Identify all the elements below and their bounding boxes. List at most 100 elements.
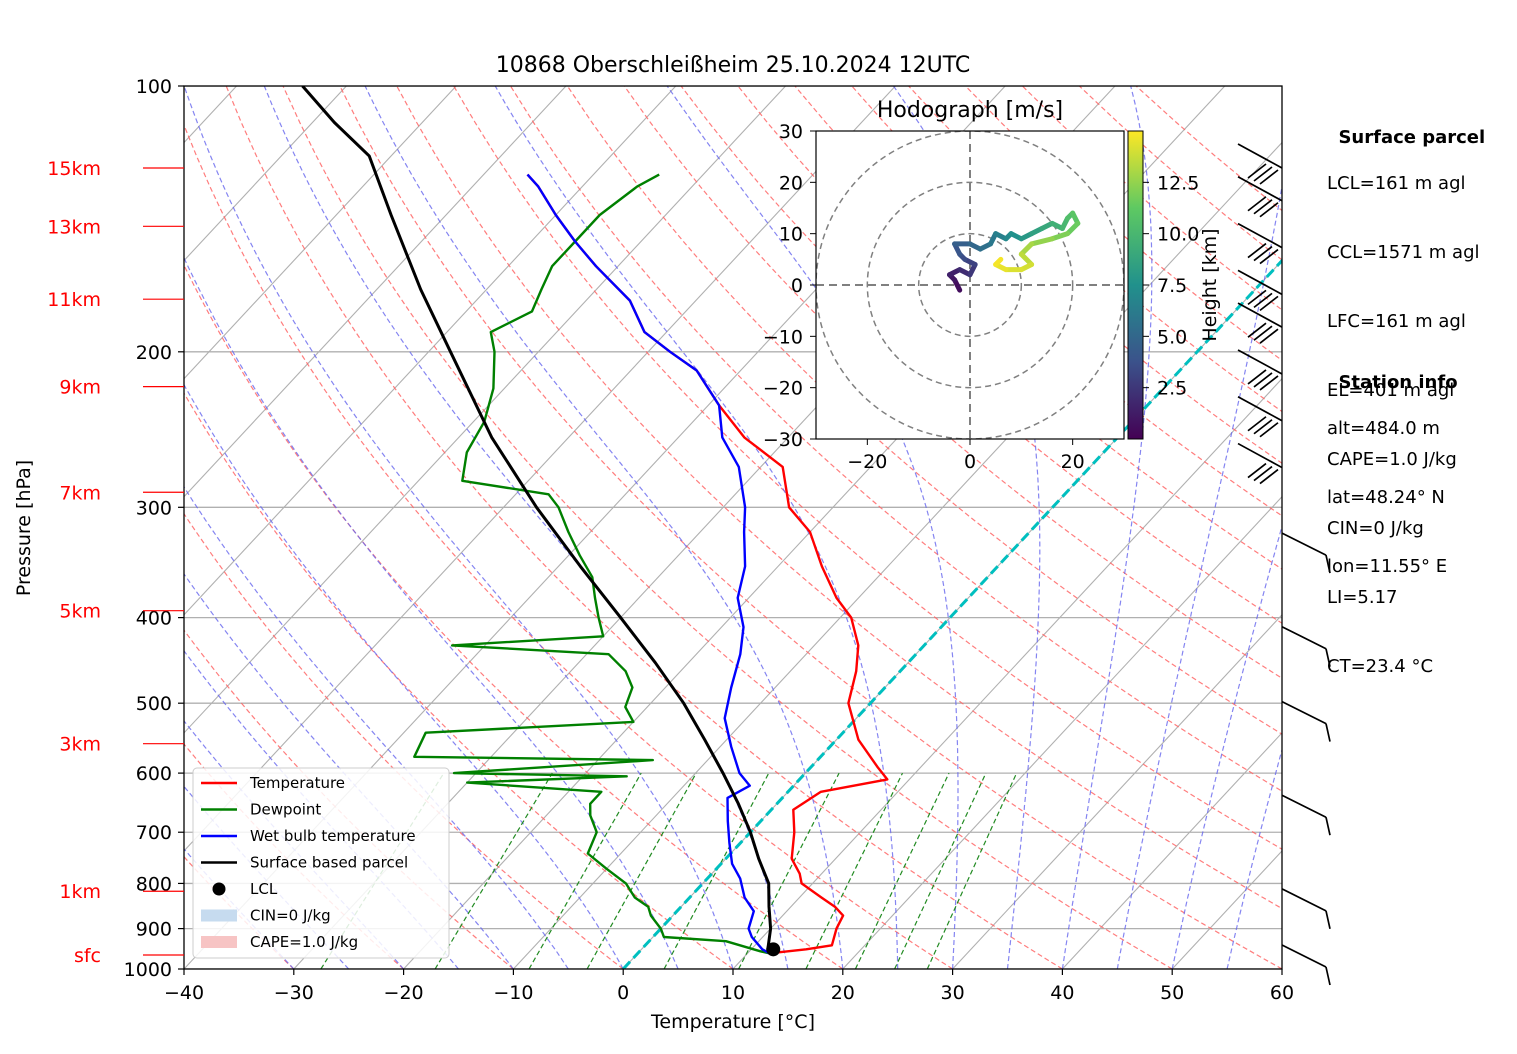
x-tick-label: 20 [831, 982, 855, 1004]
isotherm-line [184, 86, 567, 498]
zero-isotherm [622, 258, 1282, 969]
wind-barb-flag [1259, 422, 1279, 438]
legend-swatch [212, 882, 226, 896]
wind-barb-staff [1237, 143, 1283, 169]
wind-barb-flag [1253, 199, 1273, 215]
x-tick-label: −10 [493, 982, 533, 1004]
y-tick-label: 300 [136, 497, 172, 519]
isotherm-line [184, 86, 786, 734]
colorbar-tick-label: 7.5 [1157, 275, 1187, 297]
wind-barb-staff [1237, 269, 1283, 296]
mixing-ratio-line [926, 772, 1018, 969]
moist-adiabat [364, 86, 844, 969]
station-line: alt=484.0 m [1327, 418, 1440, 439]
mixing-ratio-line [894, 772, 987, 969]
dry-adiabat [396, 86, 1282, 910]
surface-line: LFC=161 m agl [1327, 311, 1466, 332]
legend-swatch [201, 909, 237, 922]
colorbar-tick-label: 2.5 [1157, 378, 1187, 400]
chart-title: 10868 Oberschleißheim 25.10.2024 12UTC [496, 53, 971, 78]
moist-adiabat [184, 573, 514, 969]
height-label: 5km [59, 601, 101, 623]
wind-barb-flag [1247, 242, 1267, 259]
wind-barb-flag [1259, 169, 1279, 185]
colorbar-label: Height [km] [1199, 228, 1221, 341]
colorbar [1127, 130, 1144, 440]
legend-box [192, 767, 450, 959]
wind-barb-staff [1281, 532, 1327, 556]
mixing-ratio-line [854, 772, 950, 969]
x-tick-label: 40 [1050, 982, 1074, 1004]
x-tick-label: 60 [1270, 982, 1294, 1004]
moist-adiabat [1171, 524, 1282, 969]
wind-barb-flag [1259, 375, 1279, 391]
hodograph-segment [993, 256, 1004, 267]
hodograph-y-tick-label: 30 [779, 121, 803, 143]
wind-barb-flag [1253, 372, 1273, 388]
x-tick-label: 10 [721, 982, 745, 1004]
hodograph-title: Hodograph [m/s] [877, 98, 1063, 123]
isotherm-line [732, 377, 1282, 969]
x-tick-label: −40 [164, 982, 204, 1004]
y-tick-label: 900 [136, 919, 172, 941]
wind-barbs [1237, 143, 1331, 986]
mixing-ratio-line [738, 772, 840, 969]
mixing-ratio-line [586, 772, 697, 969]
dry-adiabat [184, 512, 624, 969]
x-axis-label: Temperature [°C] [650, 1011, 815, 1033]
wind-barb-flag [1247, 163, 1267, 179]
isotherm-line [184, 86, 347, 262]
legend-swatch [201, 936, 237, 948]
mixing-ratio-line [528, 772, 642, 969]
wind-barb-flag [1325, 554, 1331, 574]
wind-barb-flag [1247, 462, 1267, 479]
series-dewpoint [413, 173, 770, 955]
legend: Temperature Dewpoint Wet bulb temperature S… [192, 767, 450, 959]
legend-label: Wet bulb temperature [250, 827, 416, 845]
y-tick-label: 600 [136, 763, 172, 785]
surface-line: LCL=161 m agl [1327, 173, 1466, 194]
hodograph-ring [917, 232, 1023, 338]
moist-adiabat [184, 485, 569, 969]
isotherm-line [952, 613, 1282, 969]
wind-barb-flag [1259, 248, 1279, 265]
wind-barb-flag [1259, 202, 1279, 218]
height-label: 15km [47, 158, 101, 180]
y-axis-label: Pressure [hPa] [13, 460, 35, 596]
dry-adiabat [282, 86, 1173, 969]
station-line: lat=48.24° N [1327, 487, 1445, 508]
hodograph-segment [1029, 236, 1055, 247]
moist-adiabat [184, 86, 734, 969]
hodograph-y-tick-label: 20 [779, 172, 803, 194]
wind-barb-staff [1281, 625, 1327, 650]
wind-barb-flag [1253, 325, 1273, 341]
station-line: lon=11.55° E [1327, 556, 1448, 577]
moist-adiabat [184, 383, 624, 969]
station-info-title: Station info [1338, 372, 1458, 393]
wind-barb-staff [1237, 442, 1283, 469]
surface-line: CIN=0 J/kg [1327, 518, 1424, 539]
y-tick-label: 800 [136, 873, 172, 895]
legend-label: Temperature [249, 774, 345, 792]
wind-barb-staff [1237, 349, 1283, 375]
y-tick-label: 100 [136, 76, 172, 98]
isotherm-line [184, 86, 677, 616]
dry-adiabat [184, 123, 953, 969]
height-label: 3km [59, 734, 101, 756]
moist-adiabat [1116, 183, 1282, 969]
wind-barb-staff [1281, 700, 1327, 725]
y-tick-label: 400 [136, 608, 172, 630]
wind-barb-flag [1259, 295, 1279, 312]
wind-barb-flag [1325, 723, 1331, 742]
hodograph-segment [1049, 231, 1071, 242]
wind-barb-staff [1237, 396, 1283, 422]
colorbar-tick-label: 10.0 [1157, 224, 1199, 246]
surface-line: CT=23.4 °C [1327, 656, 1434, 677]
moist-adiabat [184, 256, 679, 969]
hodograph-ring [866, 181, 1074, 389]
wind-barb-staff [1237, 222, 1283, 249]
height-label: 7km [59, 482, 101, 504]
dry-adiabat [509, 86, 1282, 792]
legend-label: Surface based parcel [250, 854, 408, 872]
hodograph-y-tick-label: −10 [763, 326, 803, 348]
